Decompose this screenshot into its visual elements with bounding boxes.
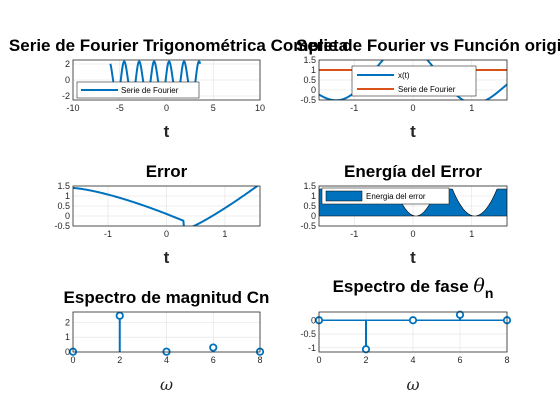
legend-entry: Serie de Fourier xyxy=(398,85,456,94)
x-axis-label: t xyxy=(410,122,416,141)
x-axis-label: t xyxy=(164,122,170,141)
stem-marker xyxy=(455,310,465,319)
y-tick-label: 0 xyxy=(311,85,316,95)
grid-lines xyxy=(72,312,261,353)
stem-marker xyxy=(209,343,218,352)
x-tick-label: 6 xyxy=(457,355,462,365)
legend-entry: Energia del error xyxy=(366,192,426,201)
x-tick-label: 2 xyxy=(363,355,368,365)
stem-marker xyxy=(115,311,124,320)
chart-title: Espectro de magnitud Cn xyxy=(64,288,270,307)
x-tick-label: 4 xyxy=(410,355,415,365)
x-tick-label: 1 xyxy=(222,229,227,239)
y-tick-label: -1 xyxy=(308,343,316,353)
stem-marker xyxy=(408,316,418,325)
stem-marker xyxy=(361,345,371,354)
subplot-p6: 0 2 4 6 8 0 -0.5 -1 ω Espectro de fase θn xyxy=(300,275,512,394)
y-tick-label: 2 xyxy=(65,317,70,327)
legend-swatch xyxy=(325,190,363,202)
y-tick-label: 0 xyxy=(311,211,316,221)
x-tick-label: 1 xyxy=(469,103,474,113)
chart-title: Energía del Error xyxy=(344,162,482,181)
x-tick-label: 1 xyxy=(469,229,474,239)
y-tick-label: -0.5 xyxy=(54,221,70,231)
chart-title: Serie de Fourier Trigonométrica Completa xyxy=(9,36,349,55)
x-tick-label: 10 xyxy=(255,103,265,113)
y-tick-label: 0.5 xyxy=(303,75,316,85)
legend-box xyxy=(76,81,200,99)
x-tick-label: 0 xyxy=(70,355,75,365)
y-tick-label: 0.5 xyxy=(303,201,316,211)
chart-title: Error xyxy=(146,162,188,181)
series-line-xt xyxy=(319,60,507,100)
x-tick-label: -5 xyxy=(116,103,124,113)
y-tick-label: 1 xyxy=(65,191,70,201)
y-tick-label: 1 xyxy=(65,332,70,342)
axes-box xyxy=(318,59,508,101)
plot-area xyxy=(109,60,202,98)
x-tick-label: 0 xyxy=(316,355,321,365)
x-tick-label: 8 xyxy=(504,355,509,365)
axes-box xyxy=(72,311,261,353)
subplot-p5: 0 2 4 6 8 0 1 2 ω Espectro de magnitud Cn xyxy=(64,288,270,394)
legend: Energia del error xyxy=(321,187,450,205)
y-tick-label: 1.5 xyxy=(57,181,70,191)
x-tick-label: 6 xyxy=(211,355,216,365)
legend-entry: x(t) xyxy=(398,71,410,80)
axes-box xyxy=(72,185,261,227)
y-tick-label: 0 xyxy=(65,347,70,357)
x-axis-label: ω xyxy=(406,375,419,394)
legend-entry: Serie de Fourier xyxy=(121,86,179,95)
y-tick-label: -2 xyxy=(62,91,70,101)
y-tick-label: 0.5 xyxy=(57,201,70,211)
legend: x(t) Serie de Fourier xyxy=(351,65,477,97)
y-tick-label: 2 xyxy=(65,59,70,69)
axes-box xyxy=(72,59,261,101)
axes-box xyxy=(318,311,508,353)
chart-title: Serie de Fourier vs Función original xyxy=(296,36,560,55)
x-tick-label: 5 xyxy=(211,103,216,113)
y-tick-label: 0 xyxy=(311,315,316,325)
x-tick-label: 0 xyxy=(164,103,169,113)
title-theta: θ xyxy=(473,275,485,297)
x-tick-label: 0 xyxy=(410,103,415,113)
x-tick-label: 8 xyxy=(257,355,262,365)
y-tick-label: 0 xyxy=(65,75,70,85)
y-tick-label: 1 xyxy=(311,191,316,201)
title-text: Espectro de fase xyxy=(333,277,474,296)
legend: Serie de Fourier xyxy=(76,81,200,99)
chart-title: Espectro de fase θn xyxy=(333,275,494,301)
x-tick-label: 4 xyxy=(164,355,169,365)
x-tick-label: -1 xyxy=(104,229,112,239)
x-tick-label: 0 xyxy=(410,229,415,239)
x-tick-label: 2 xyxy=(117,355,122,365)
y-tick-label: -0.5 xyxy=(300,329,316,339)
y-tick-label: 0 xyxy=(65,211,70,221)
title-subscript: n xyxy=(485,285,494,301)
x-tick-label: -10 xyxy=(66,103,79,113)
axes-box xyxy=(318,185,508,227)
plot-area xyxy=(73,186,259,226)
y-tick-label: -0.5 xyxy=(300,95,316,105)
x-tick-label: -1 xyxy=(350,103,358,113)
series-line-error xyxy=(73,186,259,226)
x-axis-label: t xyxy=(410,248,416,267)
series-line-fourier xyxy=(109,60,202,98)
y-tick-label: 1.5 xyxy=(303,181,316,191)
legend-box xyxy=(351,65,477,97)
x-tick-label: -1 xyxy=(350,229,358,239)
y-tick-label: 1.5 xyxy=(303,55,316,65)
y-tick-label: 1 xyxy=(311,65,316,75)
y-tick-label: -0.5 xyxy=(300,221,316,231)
x-axis-label: t xyxy=(164,248,170,267)
x-axis-label: ω xyxy=(160,375,173,394)
x-tick-label: 0 xyxy=(164,229,169,239)
